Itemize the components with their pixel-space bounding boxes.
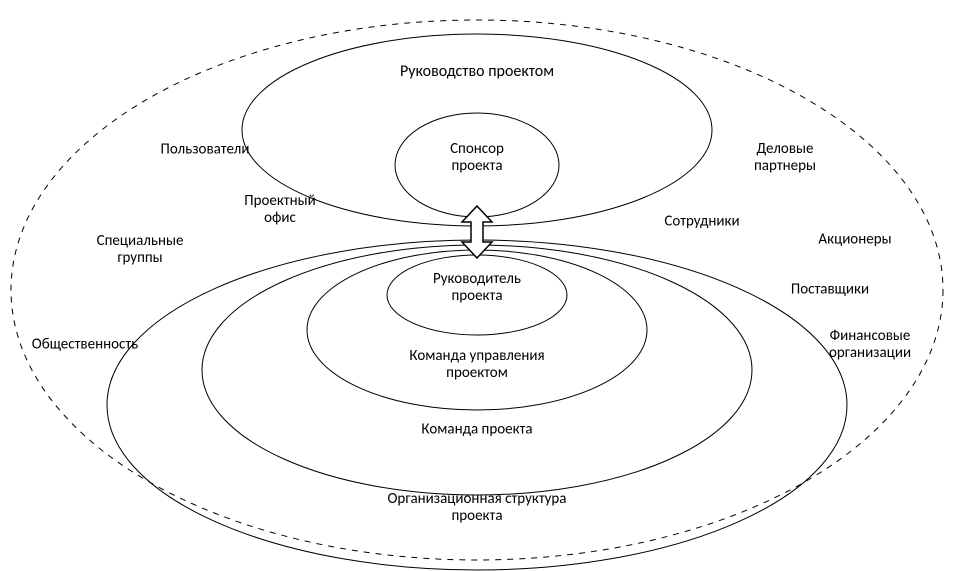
label-mgmt_team: Команда управления проектом bbox=[409, 348, 544, 383]
label-users: Пользователи bbox=[161, 141, 250, 158]
diagram-stage: Руководство проектом Спонсор проекта Руков… bbox=[0, 0, 955, 571]
label-proj_team: Команда проекта bbox=[421, 421, 532, 438]
label-pmo: Проектный офис bbox=[244, 193, 315, 228]
label-employees: Сотрудники bbox=[664, 213, 739, 230]
label-top_outer: Руководство проектом bbox=[400, 63, 554, 81]
label-manager: Руководитель проекта bbox=[433, 271, 521, 306]
label-partners: Деловые партнеры bbox=[754, 141, 816, 176]
label-shareholders: Акционеры bbox=[818, 231, 891, 248]
label-finorg: Финансовые организации bbox=[829, 328, 911, 363]
label-specgroups: Специальные группы bbox=[97, 233, 184, 268]
label-public: Общественность bbox=[32, 336, 138, 353]
label-org_struct: Организационная структура проекта bbox=[388, 491, 567, 526]
label-top_inner: Спонсор проекта bbox=[450, 141, 504, 176]
label-suppliers: Поставщики bbox=[791, 281, 869, 298]
